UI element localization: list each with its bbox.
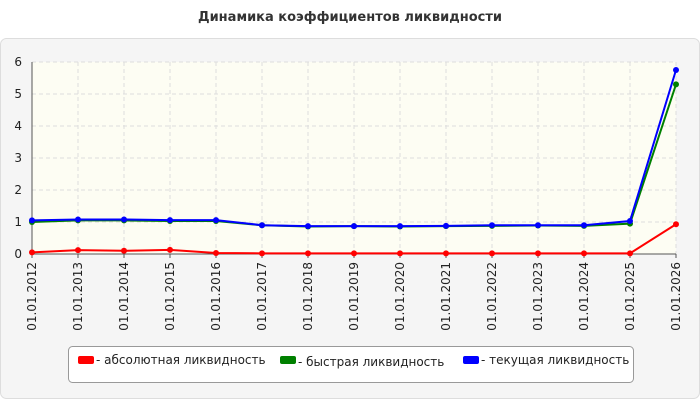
point xyxy=(397,250,403,257)
point xyxy=(489,222,495,229)
x-tick-label: 01.01.2020 xyxy=(393,262,407,331)
point xyxy=(351,250,357,257)
x-tick-label: 01.01.2021 xyxy=(439,262,453,331)
chart-title: Динамика коэффициентов ликвидности xyxy=(198,10,502,25)
point xyxy=(29,249,35,256)
x-tick-label: 01.01.2022 xyxy=(485,262,499,331)
legend-label: - текущая ликвидность xyxy=(481,353,629,367)
point xyxy=(305,250,311,257)
x-tick-label: 01.01.2026 xyxy=(669,262,683,331)
x-tick-label: 01.01.2014 xyxy=(117,262,131,331)
point xyxy=(213,250,219,257)
legend-swatch xyxy=(463,356,479,364)
x-tick-label: 01.01.2016 xyxy=(209,262,223,331)
legend-swatch xyxy=(280,356,296,364)
x-tick-label: 01.01.2013 xyxy=(71,262,85,331)
point xyxy=(305,223,311,230)
legend-swatch xyxy=(78,356,94,364)
point xyxy=(673,221,679,228)
point xyxy=(167,246,173,253)
point xyxy=(259,250,265,257)
point xyxy=(75,216,81,223)
x-tick-label: 01.01.2023 xyxy=(531,262,545,331)
x-tick-label: 01.01.2012 xyxy=(25,262,39,331)
point xyxy=(213,217,219,224)
point xyxy=(259,222,265,229)
x-tick-label: 01.01.2025 xyxy=(623,262,637,331)
point xyxy=(351,223,357,230)
point xyxy=(397,223,403,230)
legend xyxy=(68,346,634,383)
y-tick-label: 1 xyxy=(14,215,22,229)
point xyxy=(443,222,449,229)
point xyxy=(581,222,587,229)
point xyxy=(673,67,679,73)
y-tick-label: 2 xyxy=(14,183,22,197)
y-tick-label: 4 xyxy=(14,119,22,133)
point xyxy=(29,217,35,224)
point xyxy=(75,247,81,254)
point xyxy=(489,250,495,257)
point xyxy=(443,250,449,257)
y-tick-label: 0 xyxy=(14,247,22,261)
x-tick-label: 01.01.2017 xyxy=(255,262,269,331)
x-tick-label: 01.01.2024 xyxy=(577,262,591,331)
point xyxy=(121,247,127,254)
point xyxy=(535,250,541,257)
point xyxy=(627,218,633,225)
legend-label: - быстрая ликвидность xyxy=(298,355,444,369)
x-tick-label: 01.01.2018 xyxy=(301,262,315,331)
point xyxy=(627,250,633,257)
point xyxy=(535,222,541,229)
point xyxy=(581,250,587,257)
point xyxy=(673,81,679,88)
x-tick-label: 01.01.2019 xyxy=(347,262,361,331)
x-tick-label: 01.01.2015 xyxy=(163,262,177,331)
point xyxy=(167,217,173,224)
y-tick-label: 3 xyxy=(14,151,22,165)
legend-label: - абсолютная ликвидность xyxy=(96,353,266,367)
y-tick-label: 5 xyxy=(14,87,22,101)
y-tick-label: 6 xyxy=(14,55,22,69)
point xyxy=(121,216,127,223)
